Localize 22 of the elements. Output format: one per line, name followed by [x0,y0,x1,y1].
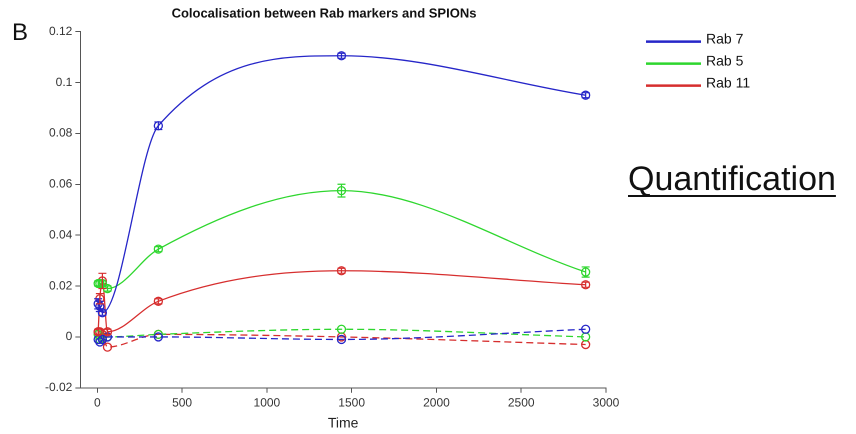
legend-label: Rab 5 [706,52,744,68]
text: B [12,19,28,46]
y-tick-label: 0.04 [48,227,73,242]
y-tick-label: 0.12 [48,24,73,38]
y-tick-label: 0.02 [48,278,73,292]
x-tick-label: 0 [94,395,101,410]
y-tick-label: -0.02 [44,380,73,394]
legend-label: Rab 7 [706,30,744,46]
x-tick-label: 1000 [254,395,281,410]
text: Quantification [628,160,836,198]
x-tick-label: 500 [172,395,192,410]
legend-label: Rab 11 [706,74,750,90]
x-tick-label: 3000 [592,395,620,410]
y-tick-label: 0.1 [56,74,73,89]
x-axis-title: Time [328,414,359,430]
y-tick-label: 0.08 [48,126,73,140]
x-tick-label: 2500 [508,395,535,410]
y-tick-label: 0 [66,329,73,344]
x-tick-label: 2000 [423,395,450,410]
y-tick-label: 0.06 [48,176,73,191]
x-tick-label: 1500 [338,395,366,410]
chart-title: Colocalisation between Rab markers and SPIONs [172,5,476,20]
